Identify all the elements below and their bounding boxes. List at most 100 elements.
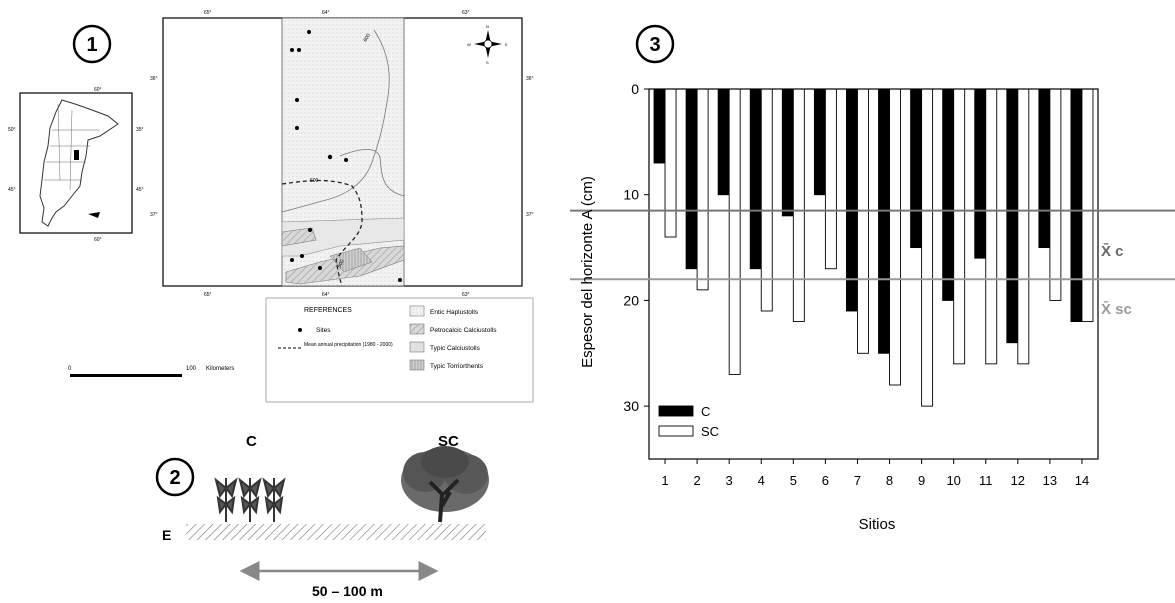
inset-label-left2: 45° (8, 187, 16, 193)
bar-sc-3 (728, 88, 741, 375)
lat-label-right-36: 36° (526, 76, 534, 82)
x-tick-label: 8 (886, 473, 893, 488)
compass-e: E (505, 42, 508, 47)
compass-s: S (486, 60, 489, 65)
x-tick-label: 11 (979, 473, 993, 488)
panel-2: 2 C SC E 50 – 100 m (140, 410, 510, 599)
legend-sites-label: Sites (316, 327, 331, 334)
bar-sc-11 (985, 88, 998, 365)
badge-2: 2 (169, 467, 180, 489)
bar-sc-13 (1049, 88, 1062, 301)
chart-bars (653, 88, 1094, 407)
inset-study-area (74, 150, 79, 160)
x-tick-label: 9 (918, 473, 925, 488)
chart-legend: C SC (658, 404, 719, 439)
lon-label-bottom-63: 63° (462, 292, 470, 298)
bar-sc-6 (824, 88, 837, 270)
badge-1: 1 (86, 34, 97, 56)
legend-petrocalcic-label: Petrocalcic Calciustolls (430, 327, 497, 334)
bar-c-2 (685, 88, 698, 270)
y-tick-label: 0 (631, 81, 639, 97)
bar-sc-10 (953, 88, 966, 365)
legend-swatch-c (658, 405, 694, 417)
inset-argentina-outline (39, 99, 119, 227)
legend-precip-label: Mean annual precipitation (1980 - 2000) (304, 342, 393, 348)
legend-swatch-entic (409, 305, 425, 317)
bar-c-4 (749, 88, 762, 270)
bar-sc-4 (760, 88, 773, 312)
panel-1-graphics: 1 60° 50° 35° 45° 45° 60° 600 500 600 (8, 10, 534, 403)
lon-label-bottom-65: 65° (204, 292, 212, 298)
panel-2-graphics: 2 C SC E 50 – 100 m (155, 433, 489, 599)
y-tick-label: 30 (623, 398, 639, 414)
lon-label-bottom-64: 64° (322, 292, 330, 298)
distance-label: 50 – 100 m (312, 583, 383, 598)
bar-sc-1 (664, 88, 677, 238)
legend-entic-label: Entic Haplustolls (430, 309, 479, 316)
bar-c-8 (878, 88, 890, 354)
scale-unit: Kilometers (206, 366, 234, 372)
isohyet-label-600: 600 (310, 178, 319, 184)
bar-c-10 (942, 88, 955, 301)
bar-sc-12 (1017, 88, 1030, 365)
bar-c-9 (910, 88, 923, 249)
isohyet-line (281, 179, 363, 287)
inset-label-bottom: 60° (94, 237, 102, 243)
y-axis-label: Espesor del horizonte A (cm) (579, 176, 596, 368)
x-tick-label: 2 (693, 473, 700, 488)
legend-site-marker (298, 328, 302, 332)
isohyet-label-top: 600 (363, 33, 372, 43)
x-tick-label: 5 (790, 473, 797, 488)
legend-typic-calciustolls-label: Typic Calciustolls (430, 345, 481, 352)
bar-c-13 (1038, 88, 1051, 249)
bar-c-3 (717, 88, 730, 196)
legend-swatch-typic-calciustolls (409, 341, 425, 353)
compass-w: W (467, 42, 471, 47)
inset-label-right: 35° (136, 127, 144, 133)
inset-label-top: 60° (94, 87, 102, 93)
x-tick-label: 1 (661, 473, 668, 488)
scale-start: 0 (68, 366, 72, 372)
bar-sc-14 (1081, 88, 1094, 323)
references-box (265, 297, 534, 403)
soil-strip (186, 524, 486, 540)
x-tick-label: 14 (1075, 473, 1089, 488)
x-tick-label: 10 (946, 473, 960, 488)
lon-label-top-64: 64° (322, 10, 330, 16)
plot-frame (648, 88, 1099, 460)
bar-c-12 (1006, 88, 1019, 344)
badge-1-circle (72, 24, 112, 64)
north-arrow-icon (474, 30, 502, 58)
label-sc: SC (438, 433, 459, 450)
bar-c-5 (781, 88, 794, 217)
lon-label-top-65: 65° (204, 10, 212, 16)
scale-end: 100 (186, 366, 197, 372)
crop-plants-icon (214, 477, 286, 522)
bar-sc-9 (921, 88, 934, 407)
x-tick-label: 13 (1043, 473, 1057, 488)
legend-swatch-petrocalcic (409, 323, 425, 335)
bar-sc-2 (696, 88, 709, 291)
isohyet-label-500: 500 (337, 259, 346, 269)
mean-sc-label: X̄ sc (1101, 300, 1132, 318)
bar-sc-7 (857, 88, 869, 354)
inset-island (88, 212, 100, 218)
x-axis-label: Sitios (859, 516, 896, 533)
bar-c-6 (813, 88, 826, 196)
lat-label-left-36: 36° (150, 76, 158, 82)
lat-label-right-37: 37° (526, 212, 534, 218)
inset-label-right2: 45° (136, 187, 144, 193)
legend-label-sc: SC (701, 424, 719, 439)
x-tick-label: 7 (854, 473, 861, 488)
soil-zone-typic-calciustolls (281, 217, 405, 257)
x-tick-label: 3 (726, 473, 733, 488)
legend-swatch-sc (658, 425, 694, 437)
badge-2-circle (155, 457, 195, 497)
x-tick-label: 12 (1011, 473, 1025, 488)
panel-1: 1 60° 50° 35° 45° 45° 60° 600 500 600 (0, 0, 580, 410)
lon-label-top-63: 63° (462, 10, 470, 16)
y-tick-label: 10 (623, 187, 639, 203)
site-markers (290, 30, 402, 282)
